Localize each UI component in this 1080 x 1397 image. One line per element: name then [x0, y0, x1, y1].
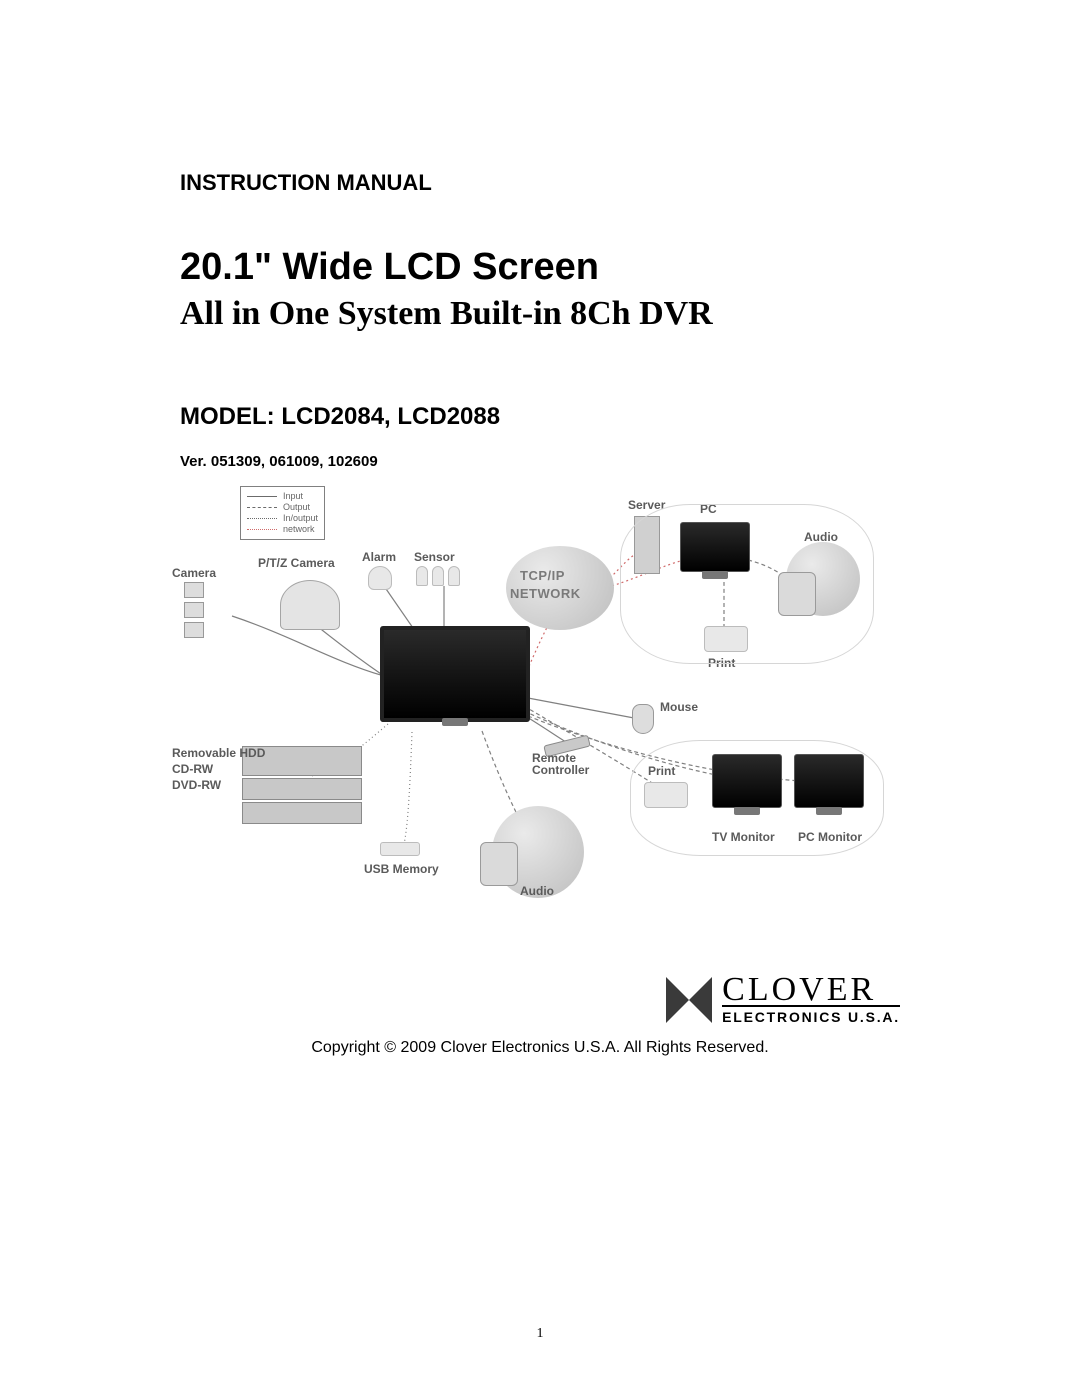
camera-icon [184, 622, 204, 638]
diagram-label-remote: RemoteController [532, 752, 589, 776]
diagram-label-dvdrw: DVD-RW [172, 778, 221, 792]
mouse-icon [632, 704, 654, 734]
diagram-label-tcpip-1: TCP/IP [520, 568, 565, 583]
diagram-label-audio-bottom: Audio [520, 884, 554, 898]
diagram-label-camera: Camera [172, 566, 216, 580]
diagram-label-mouse: Mouse [660, 700, 698, 714]
brand-logo-text: CLOVER ELECTRONICS U.S.A. [722, 976, 900, 1025]
diagram-label-alarm: Alarm [362, 550, 396, 564]
diagram-label-sensor: Sensor [414, 550, 455, 564]
version-line: Ver. 051309, 061009, 102609 [180, 453, 900, 470]
diagram-label-hdd: Removable HDD [172, 746, 265, 760]
diagram-label-ptz: P/T/Z Camera [258, 556, 335, 570]
lcd-dvr-icon [380, 626, 530, 722]
speaker-icon [480, 842, 518, 886]
clover-logo-icon [666, 977, 712, 1023]
alarm-icon [368, 566, 392, 590]
document-page: INSTRUCTION MANUAL 20.1" Wide LCD Screen… [0, 0, 1080, 1117]
cdrw-icon [242, 778, 362, 800]
brand-name: CLOVER [722, 976, 900, 1005]
sensor-icons [416, 566, 460, 586]
local-output-group-bubble [630, 740, 884, 856]
camera-icon [184, 582, 204, 598]
camera-icon [184, 602, 204, 618]
diagram-label-tcpip-2: NETWORK [510, 586, 581, 601]
diagram-label-cdrw: CD-RW [172, 762, 213, 776]
ptz-camera-icon [280, 580, 340, 630]
product-title-line-1: 20.1" Wide LCD Screen [180, 246, 900, 289]
remote-group-bubble [620, 504, 874, 664]
usb-icon [380, 842, 420, 856]
page-number: 1 [0, 1326, 1080, 1342]
document-type-heading: INSTRUCTION MANUAL [180, 170, 900, 196]
dvdrw-icon [242, 802, 362, 824]
brand-logo-block: CLOVER ELECTRONICS U.S.A. [180, 976, 900, 1025]
model-line: MODEL: LCD2084, LCD2088 [180, 403, 900, 431]
diagram-label-usb: USB Memory [364, 862, 439, 876]
copyright-line: Copyright © 2009 Clover Electronics U.S.… [180, 1039, 900, 1057]
product-title-line-2: All in One System Built-in 8Ch DVR [180, 295, 900, 333]
system-diagram: Input Output In/output network [172, 486, 892, 916]
